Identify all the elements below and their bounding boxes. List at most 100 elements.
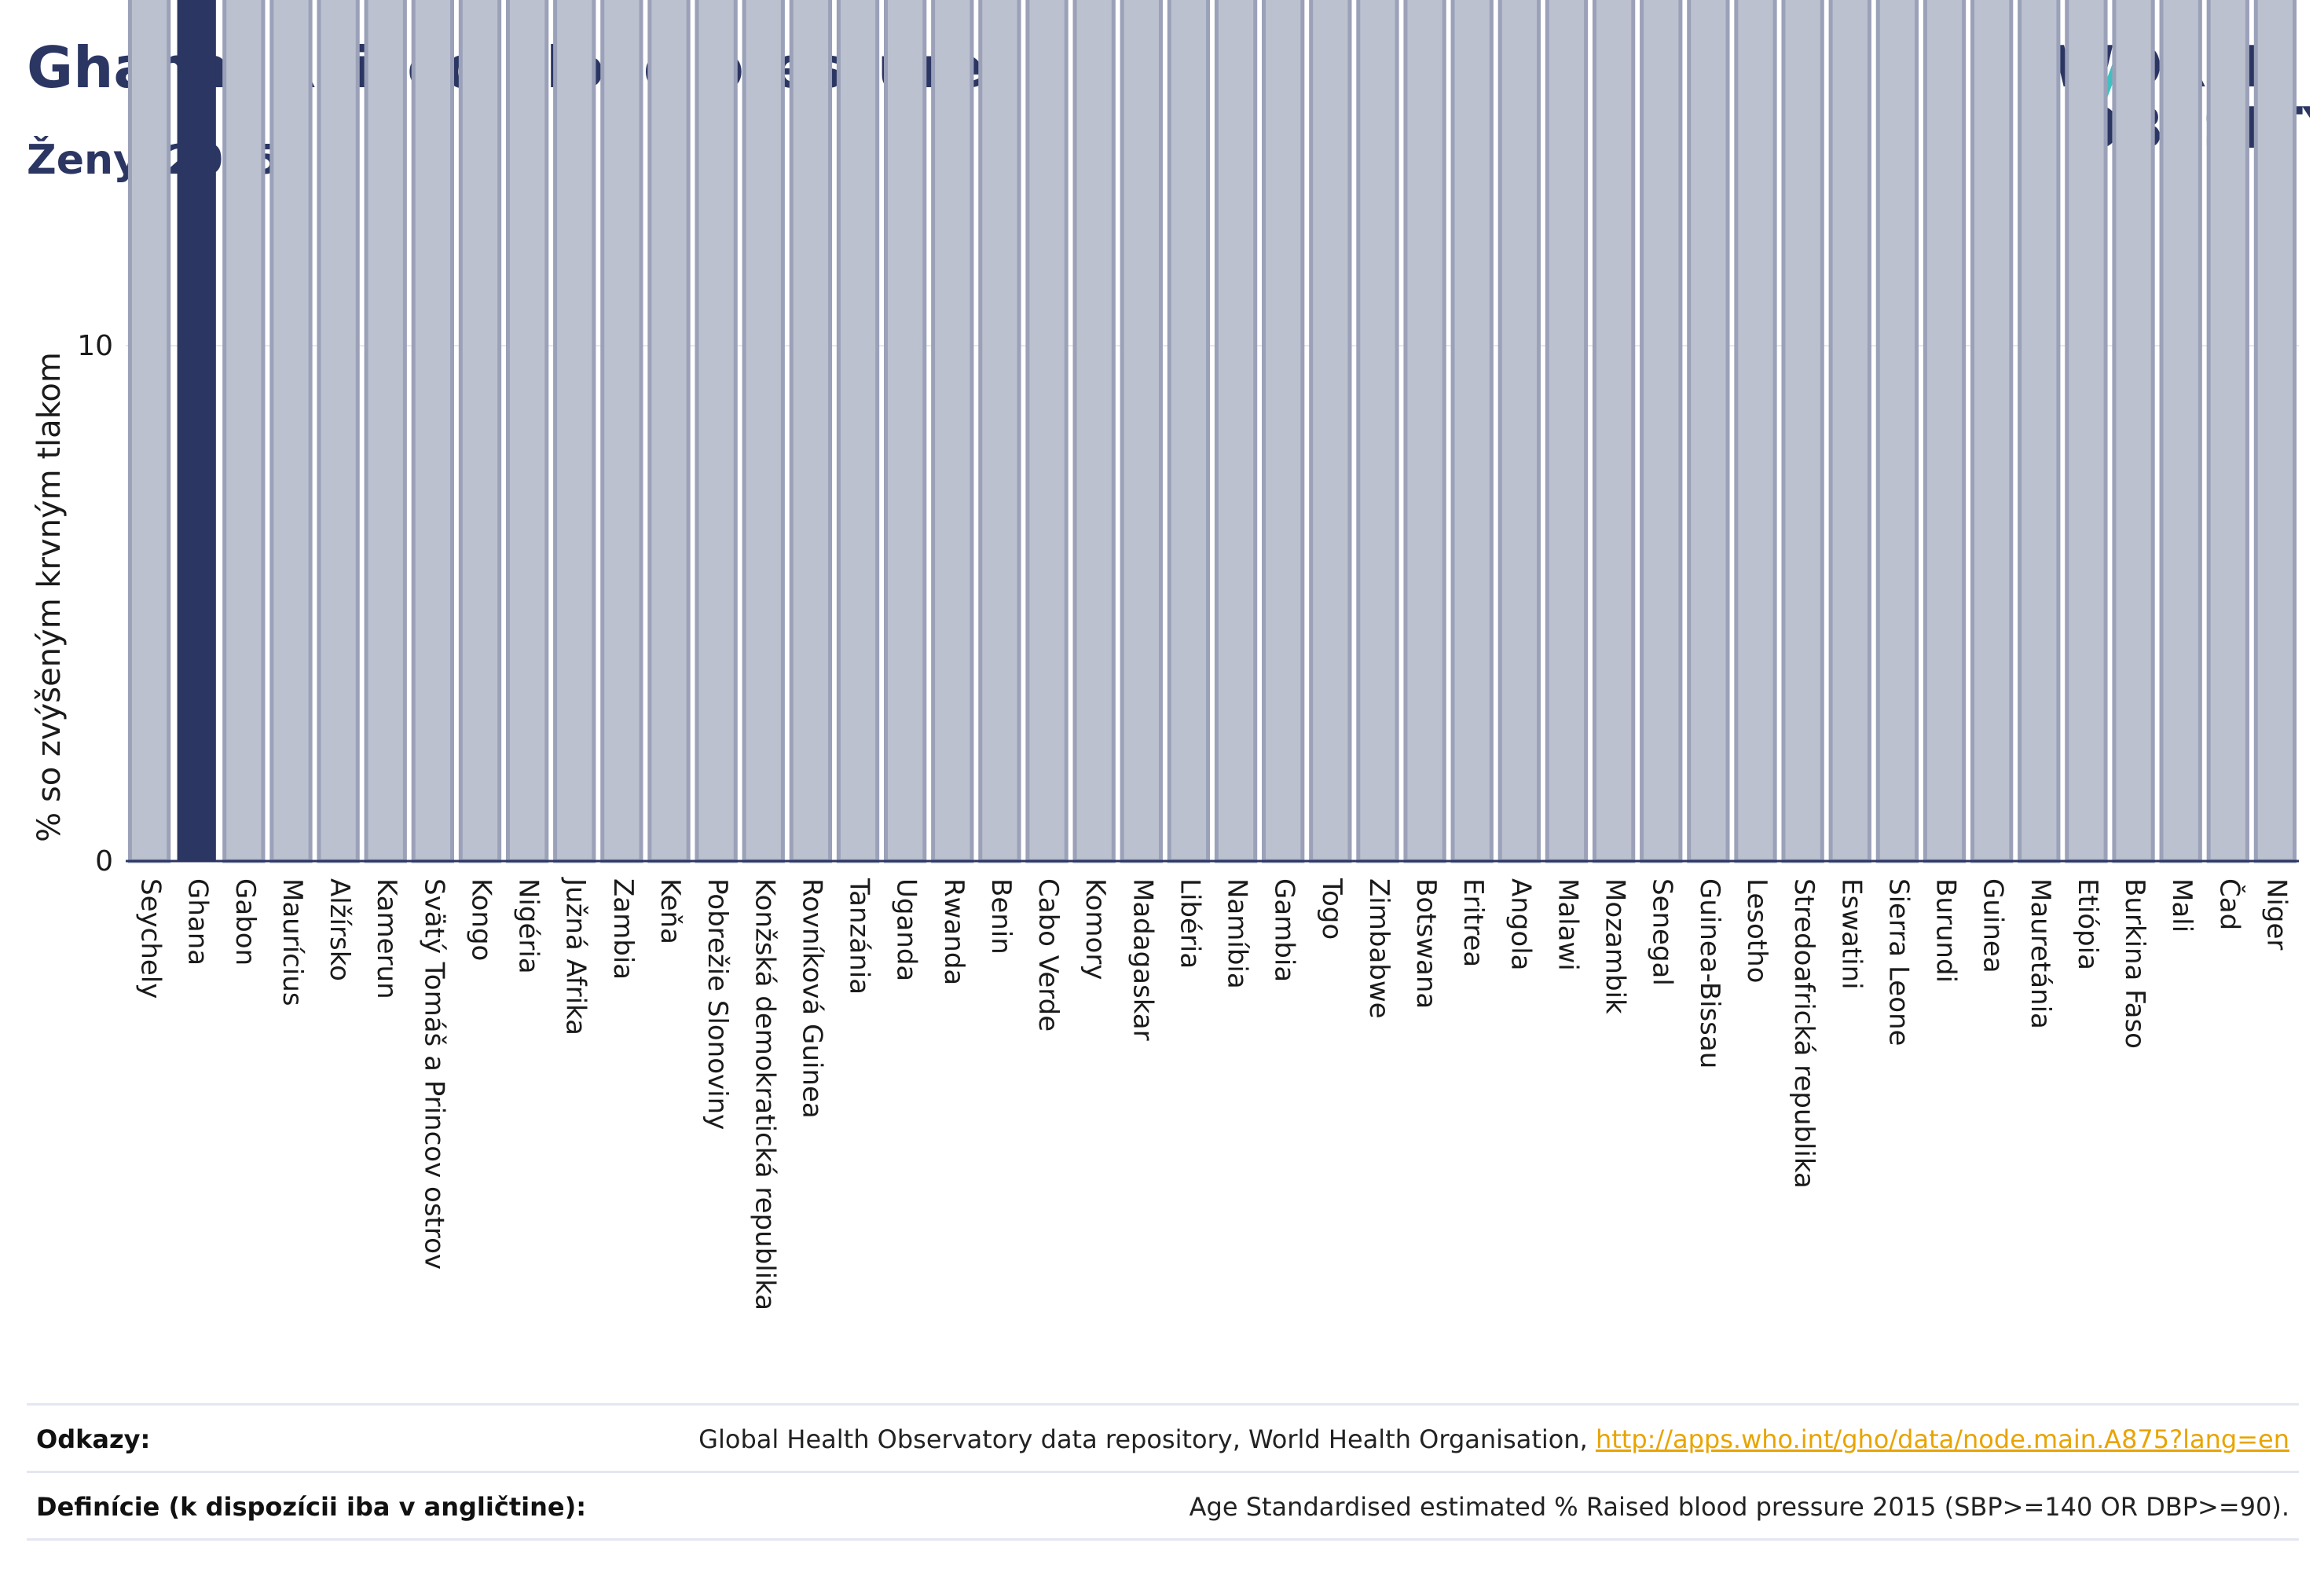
y-axis-label: % so zvýšeným krvným tlakom	[31, 352, 68, 842]
x-tick-label: Rwanda	[938, 878, 970, 985]
bar-zambia	[600, 0, 643, 863]
x-tick-label: Kongo	[465, 878, 497, 961]
x-tick-label: Pobrežie Slonoviny	[702, 878, 733, 1130]
x-tick-label: Tanzánia	[844, 878, 875, 995]
bar-kongo	[458, 0, 502, 863]
x-tick-label: Etiópia	[2072, 878, 2103, 970]
y-tick-labels: 0102030	[77, 330, 113, 878]
bar-cabo-verde	[1025, 0, 1069, 863]
bar-namíbia	[1214, 0, 1258, 863]
bar-mali	[2159, 0, 2202, 863]
x-tick-label: Gambia	[1269, 878, 1300, 982]
bar-alžírsko	[317, 0, 360, 863]
footer-references: Odkazy: Global Health Observatory data r…	[27, 1403, 2299, 1472]
x-tick-label: Lesotho	[1741, 878, 1772, 983]
definitions-label: Definície (k dispozícii iba v angličtine…	[36, 1492, 586, 1522]
bar-mozambik	[1592, 0, 1636, 863]
x-tick-label: Svätý Tomáš a Princov ostrov	[418, 878, 449, 1270]
x-tick-label: Cabo Verde	[1032, 878, 1064, 1032]
bar-botswana	[1403, 0, 1446, 863]
x-tick-label: Zimbabwe	[1363, 878, 1395, 1019]
bar-čad	[2206, 0, 2249, 863]
bar-komory	[1072, 0, 1116, 863]
bar-uganda	[883, 0, 927, 863]
bar-guinea	[1970, 0, 2014, 863]
x-tick-label: Alžírsko	[324, 878, 355, 981]
bar-kamerun	[364, 0, 407, 863]
bar-niger	[2253, 0, 2297, 863]
x-tick-label: Burkina Faso	[2119, 878, 2150, 1049]
x-tick-label: Stredoafrická republika	[1788, 878, 1820, 1189]
x-tick-label: Maurícius	[277, 878, 308, 1006]
x-tick-label: Mali	[2166, 878, 2198, 933]
x-tick-label: Seychely	[135, 878, 167, 999]
x-tick-label: Konžská demokratická republika	[749, 878, 780, 1310]
x-tick-label: Guinea-Bissau	[1694, 878, 1725, 1068]
x-tick-label: Burundi	[1930, 878, 1962, 983]
bar-angola	[1497, 0, 1541, 863]
y-tick-label: 0	[95, 845, 113, 878]
references-value: Global Health Observatory data repositor…	[698, 1424, 2289, 1454]
x-tick-label: Eswatini	[1835, 878, 1867, 990]
x-tick-label: Angola	[1505, 878, 1536, 970]
bars	[127, 0, 2297, 863]
references-text: Global Health Observatory data repositor…	[698, 1424, 1596, 1454]
x-tick-label: Malawi	[1552, 878, 1583, 971]
x-tick-label: Senegal	[1647, 878, 1678, 986]
footer-divider	[27, 1538, 2299, 1541]
x-tick-labels: Seychely Ghana Gabon Maurícius Alžírsko Kamer…	[135, 877, 2293, 1310]
bar-rovníková-guinea	[789, 0, 833, 863]
bar-sierra-leone	[1875, 0, 1919, 863]
x-tick-label: Guinea	[1978, 878, 2009, 973]
bar-senegal	[1640, 0, 1683, 863]
bar-etiópia	[2065, 0, 2108, 863]
bar-nigéria	[505, 0, 549, 863]
bar-eritrea	[1450, 0, 1494, 863]
x-tick-label: Togo	[1316, 878, 1347, 940]
bar-chart: Seychely Ghana Gabon Maurícius Alžírsko Kamer…	[31, 0, 2299, 1310]
x-tick-label: Eritrea	[1457, 878, 1489, 967]
bar-pobrežie-slonoviny	[695, 0, 738, 863]
footer-definitions: Definície (k dispozícii iba v angličtine…	[27, 1471, 2299, 1539]
y-tick-label: 10	[77, 330, 113, 362]
x-tick-label: Libéria	[1174, 878, 1205, 969]
x-tick-label: Sierra Leone	[1882, 878, 1914, 1046]
bar-guinea-bissau	[1687, 0, 1730, 863]
x-tick-label: Madagaskar	[1127, 878, 1158, 1041]
bar-stredoafrická-republika	[1781, 0, 1824, 863]
x-tick-label: Mauretánia	[2025, 878, 2056, 1029]
bar-tanzánia	[836, 0, 880, 863]
x-tick-label: Benin	[985, 878, 1017, 955]
x-tick-label: Ghana	[182, 878, 214, 966]
x-tick-label: Mozambik	[1600, 878, 1631, 1014]
x-tick-label: Botswana	[1410, 878, 1442, 1009]
bar-zimbabwe	[1356, 0, 1399, 863]
x-tick-label: Južná Afrika	[560, 877, 592, 1035]
definitions-value: Age Standardised estimated % Raised bloo…	[1189, 1492, 2289, 1522]
bar-madagaskar	[1120, 0, 1163, 863]
x-tick-label: Keňa	[654, 878, 686, 944]
bar-rwanda	[931, 0, 974, 863]
bar-libéria	[1167, 0, 1211, 863]
x-tick-label: Zambia	[607, 878, 639, 980]
bar-mauretánia	[2018, 0, 2061, 863]
references-link[interactable]: http://apps.who.int/gho/data/node.main.A…	[1595, 1424, 2289, 1454]
bar-konžská-demokratická-republika	[742, 0, 785, 863]
bar-gambia	[1262, 0, 1305, 863]
x-tick-label: Komory	[1080, 878, 1111, 980]
bar-svätý-tomáš-a-princov-ostrov	[411, 0, 455, 863]
x-tick-label: Namíbia	[1222, 878, 1253, 989]
bar-eswatini	[1828, 0, 1871, 863]
x-tick-label: Gabon	[229, 878, 261, 966]
bar-južná-afrika	[553, 0, 596, 863]
x-tick-label: Uganda	[891, 878, 922, 981]
bar-maurícius	[269, 0, 313, 863]
bar-burundi	[1923, 0, 1967, 863]
x-tick-label: Čad	[2213, 878, 2245, 930]
bar-ghana	[177, 0, 216, 862]
bar-seychely	[127, 0, 171, 863]
bar-lesotho	[1734, 0, 1777, 863]
x-tick-label: Nigéria	[513, 878, 544, 974]
x-tick-label: Niger	[2260, 878, 2292, 950]
bar-gabon	[222, 0, 266, 863]
